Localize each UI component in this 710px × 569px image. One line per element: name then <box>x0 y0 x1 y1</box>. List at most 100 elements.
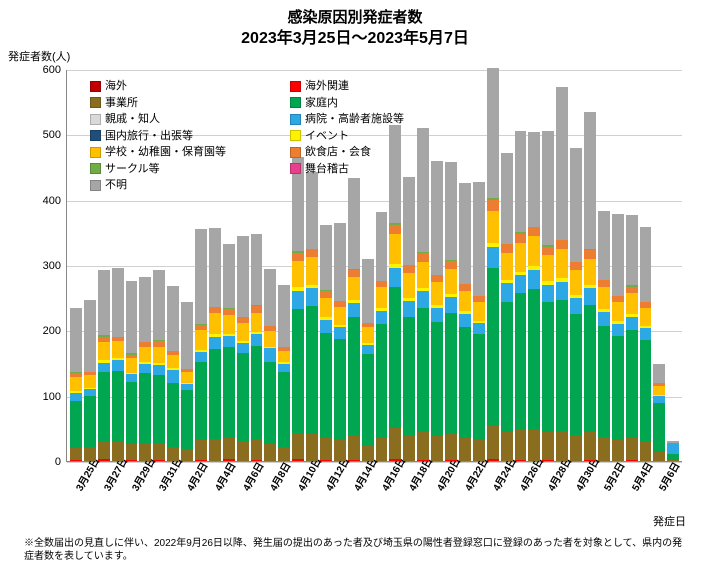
bar-group <box>556 87 568 461</box>
bar-segment-unknown <box>528 132 540 227</box>
legend-item: 病院・高齢者施設等 <box>290 111 490 128</box>
bar-segment-school <box>528 236 540 266</box>
bar-segment-workplace <box>626 438 638 460</box>
bar-segment-household <box>653 403 665 452</box>
bar-segment-school <box>348 277 360 300</box>
bar-segment-school <box>292 261 304 287</box>
xtick-label: 4月2日 <box>182 459 211 493</box>
bar-segment-workplace <box>542 432 554 459</box>
legend-label: 事業所 <box>105 95 138 112</box>
bar-group <box>528 132 540 461</box>
bar-segment-household <box>417 308 429 432</box>
bar-segment-unknown <box>334 223 346 301</box>
xtick-label: 5月6日 <box>654 459 683 493</box>
bar-segment-household <box>153 375 165 443</box>
legend-item: 飲食店・会食 <box>290 144 490 161</box>
legend-label: 親戚・知人 <box>105 111 160 128</box>
bar-segment-household <box>292 309 304 433</box>
yaxis-label: 発症者数(人) <box>8 48 70 64</box>
bar-segment-workplace <box>501 432 513 461</box>
bar-group: 4月18日 <box>403 177 415 461</box>
bar-segment-workplace <box>84 447 96 461</box>
bar-group: 4月8日 <box>264 269 276 461</box>
bar-group <box>640 227 652 461</box>
bar-segment-restaurant <box>389 225 401 234</box>
bar-segment-hospital <box>542 285 554 302</box>
bar-segment-school <box>376 287 388 308</box>
bar-segment-workplace <box>528 430 540 461</box>
bar-segment-household <box>528 289 540 429</box>
bar-segment-unknown <box>126 281 138 353</box>
bar-segment-overseas_related <box>515 460 527 461</box>
bar-segment-restaurant <box>515 234 527 243</box>
bar-segment-workplace <box>653 452 665 461</box>
bar-segment-hospital <box>223 336 235 346</box>
legend-label: 家庭内 <box>305 95 338 112</box>
bar-segment-restaurant <box>292 253 304 261</box>
bar-segment-workplace <box>195 440 207 460</box>
bar-segment-household <box>362 354 374 445</box>
bar-segment-hospital <box>403 301 415 317</box>
bar-segment-school <box>445 269 457 294</box>
legend-label: 海外関連 <box>305 78 349 95</box>
bar-group <box>473 182 485 461</box>
bar-segment-school <box>334 307 346 325</box>
bar-segment-workplace <box>640 441 652 461</box>
bar-segment-school <box>209 313 221 334</box>
bar-segment-unknown <box>473 182 485 296</box>
bar-group <box>139 277 151 461</box>
bar-segment-household <box>278 372 290 447</box>
bar-segment-unknown <box>584 112 596 249</box>
bar-segment-hospital <box>153 365 165 375</box>
legend-item: サークル等 <box>90 161 290 178</box>
bar-segment-hospital <box>473 323 485 335</box>
bar-segment-workplace <box>389 428 401 459</box>
bar-segment-workplace <box>473 440 485 461</box>
bar-segment-school <box>167 355 179 368</box>
bar-segment-household <box>112 371 124 442</box>
bar-segment-household <box>251 346 263 439</box>
legend-item: 舞台稽古 <box>290 161 490 178</box>
bar-segment-hospital <box>237 343 249 353</box>
bar-segment-unknown <box>237 236 249 318</box>
bar-segment-workplace <box>348 435 360 460</box>
bar-segment-restaurant <box>584 250 596 258</box>
bar-segment-household <box>431 322 443 436</box>
bar-segment-workplace <box>278 447 290 461</box>
bar-segment-overseas_related <box>389 459 401 461</box>
bar-segment-workplace <box>459 438 471 461</box>
bar-segment-school <box>473 302 485 320</box>
bar-segment-unknown <box>264 269 276 326</box>
bar-segment-hospital <box>445 297 457 313</box>
bar-group <box>667 441 679 461</box>
bar-segment-school <box>626 293 638 314</box>
bar-segment-restaurant <box>417 253 429 261</box>
bar-segment-overseas_related <box>626 460 638 461</box>
bar-segment-school <box>584 259 596 285</box>
bar-segment-overseas_related <box>195 460 207 461</box>
bar-segment-restaurant <box>528 227 540 236</box>
legend-label: 国内旅行・出張等 <box>105 128 193 145</box>
bar-segment-workplace <box>515 430 527 459</box>
legend-swatch <box>90 180 101 191</box>
xaxis-label: 発症日 <box>653 513 686 529</box>
bar-segment-school <box>223 315 235 335</box>
bar-segment-unknown <box>542 131 554 245</box>
bar-segment-hospital <box>334 327 346 339</box>
bar-segment-overseas_related <box>348 460 360 461</box>
bar-segment-household <box>445 313 457 434</box>
xtick-label: 4月6日 <box>238 459 267 493</box>
footnote: ※全数届出の見直しに伴い、2022年9月26日以降、発生届の提出のあった者及び埼… <box>24 537 684 563</box>
bar-segment-workplace <box>292 433 304 459</box>
bar-segment-hospital <box>306 288 318 306</box>
xtick-label: 5月4日 <box>626 459 655 493</box>
bar-group: 4月2日 <box>181 302 193 461</box>
bar-group: 4月28日 <box>542 131 554 461</box>
bar-segment-unknown <box>362 259 374 323</box>
legend-swatch <box>90 147 101 158</box>
bar-group: 4月6日 <box>237 236 249 461</box>
bar-segment-unknown <box>376 212 388 281</box>
bar-segment-unknown <box>501 153 513 244</box>
bar-segment-household <box>70 401 82 448</box>
bar-segment-overseas_related <box>251 460 263 461</box>
